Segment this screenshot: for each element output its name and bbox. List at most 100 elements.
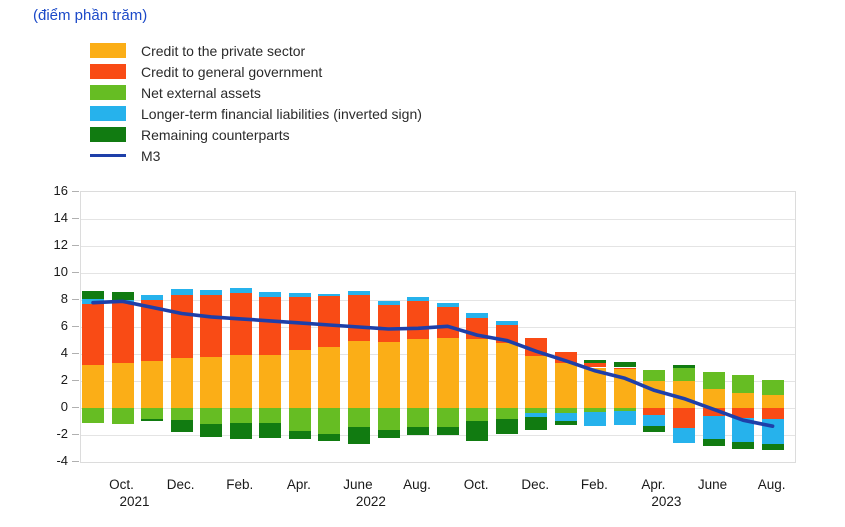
legend-row: Credit to the private sector bbox=[90, 43, 422, 59]
legend-row: Credit to general government bbox=[90, 64, 422, 80]
bar-segment bbox=[170, 289, 193, 295]
bar-segment bbox=[141, 360, 164, 408]
x-axis-year-label: 2023 bbox=[651, 494, 682, 509]
bar-segment bbox=[732, 441, 755, 450]
bar-segment bbox=[495, 408, 518, 420]
bar-segment bbox=[141, 418, 164, 422]
y-axis-label: 14 bbox=[53, 210, 68, 225]
bar-segment bbox=[702, 389, 725, 408]
bar-segment bbox=[525, 356, 548, 408]
bar-segment bbox=[554, 351, 577, 364]
bar-segment bbox=[318, 347, 341, 408]
y-axis-label: 8 bbox=[60, 291, 68, 306]
bar-segment bbox=[318, 408, 341, 435]
bar-segment bbox=[407, 426, 430, 435]
bar-segment bbox=[377, 341, 400, 408]
longer-term-liabilities-swatch-icon bbox=[90, 106, 126, 121]
bar-segment bbox=[584, 363, 607, 368]
bar-segment bbox=[82, 304, 104, 365]
x-axis-label: Apr. bbox=[286, 477, 311, 492]
x-axis-year-label: 2021 bbox=[119, 494, 150, 509]
legend-label: Net external assets bbox=[141, 84, 261, 101]
bar-segment bbox=[141, 300, 164, 361]
bar-segment bbox=[436, 426, 459, 435]
m3-line-swatch-icon bbox=[90, 148, 126, 163]
bar-segment bbox=[288, 292, 311, 298]
bar-segment bbox=[288, 430, 311, 440]
bar-segment bbox=[170, 420, 193, 433]
legend-label: Longer-term financial liabilities (inver… bbox=[141, 105, 422, 122]
bar-segment bbox=[259, 422, 282, 438]
bar-segment bbox=[377, 301, 400, 306]
bar-segment bbox=[702, 439, 725, 446]
bar-segment bbox=[170, 358, 193, 408]
bar-segment bbox=[170, 408, 193, 421]
bar-segment bbox=[525, 408, 548, 414]
bar-segment bbox=[584, 360, 607, 364]
bar-segment bbox=[318, 295, 341, 348]
bar-segment bbox=[407, 296, 430, 302]
y-axis-tick bbox=[72, 245, 79, 246]
bar-segment bbox=[673, 408, 695, 428]
y-axis-tick bbox=[72, 461, 79, 462]
bar-segment bbox=[436, 408, 459, 427]
bar-segment bbox=[613, 408, 636, 411]
y-axis-label: 16 bbox=[53, 183, 68, 198]
bar-segment bbox=[761, 380, 784, 396]
bar-segment bbox=[466, 312, 489, 319]
bar-segment bbox=[229, 408, 252, 423]
gridline bbox=[81, 218, 795, 220]
bar-segment bbox=[554, 408, 577, 413]
bar-segment bbox=[259, 291, 282, 298]
x-axis-label: Oct. bbox=[463, 477, 489, 492]
gridline bbox=[81, 272, 795, 274]
y-axis-label: 6 bbox=[60, 318, 68, 333]
bar-segment bbox=[407, 339, 430, 408]
bar-segment bbox=[495, 419, 518, 434]
y-axis-label: 12 bbox=[53, 237, 68, 252]
bar-segment bbox=[643, 408, 666, 415]
x-axis-label: Feb. bbox=[580, 477, 608, 492]
bar-segment bbox=[554, 420, 577, 425]
x-axis-year-label: 2022 bbox=[355, 494, 386, 509]
bar-segment bbox=[732, 408, 755, 419]
bar-segment bbox=[584, 367, 607, 408]
bar-segment bbox=[170, 294, 193, 359]
bar-segment bbox=[377, 429, 400, 438]
legend-row: Remaining counterparts bbox=[90, 127, 422, 143]
legend-row: M3 bbox=[90, 148, 422, 164]
y-axis-tick bbox=[72, 380, 79, 381]
bar-segment bbox=[466, 339, 489, 408]
bar-segment bbox=[111, 302, 134, 363]
y-axis-label: -2 bbox=[56, 426, 68, 441]
bar-segment bbox=[111, 408, 134, 424]
y-axis-tick bbox=[72, 434, 79, 435]
bar-segment bbox=[673, 368, 695, 381]
bar-segment bbox=[761, 443, 784, 450]
legend-row: Longer-term financial liabilities (inver… bbox=[90, 105, 422, 122]
bar-segment bbox=[229, 422, 252, 440]
legend-row: Net external assets bbox=[90, 84, 422, 101]
y-axis-tick bbox=[72, 353, 79, 354]
bar-segment bbox=[525, 413, 548, 418]
bar-segment bbox=[436, 338, 459, 408]
bar-segment bbox=[347, 341, 370, 408]
bar-segment bbox=[613, 410, 636, 425]
bar-segment bbox=[466, 420, 489, 442]
bar-segment bbox=[407, 408, 430, 427]
gridline bbox=[81, 245, 795, 247]
y-axis-tick bbox=[72, 299, 79, 300]
y-axis-tick bbox=[72, 218, 79, 219]
m3-line bbox=[91, 299, 775, 428]
bar-segment bbox=[377, 305, 400, 342]
bar-segment bbox=[584, 408, 607, 413]
gridline bbox=[81, 299, 795, 301]
bar-segment bbox=[495, 342, 518, 408]
bar-segment bbox=[288, 408, 311, 431]
bar-segment bbox=[229, 293, 252, 355]
bar-segment bbox=[466, 408, 489, 421]
bar-segment bbox=[347, 295, 370, 342]
bar-segment bbox=[347, 290, 370, 296]
private-sector-swatch-icon bbox=[90, 43, 126, 58]
